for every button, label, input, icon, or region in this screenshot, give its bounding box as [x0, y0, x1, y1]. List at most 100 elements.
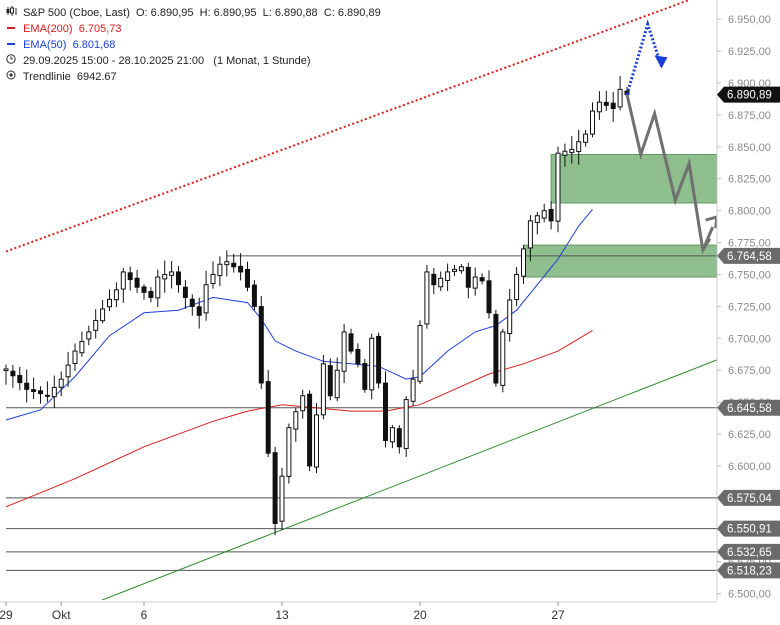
chart-legend: S&P 500 (Cboe, Last) O: 6.890,95 H: 6.89… [6, 5, 381, 85]
y-tick-label: 6.800,00 [728, 206, 771, 218]
level-label-0: 6.764,58 [727, 251, 772, 263]
candles-icon [6, 5, 20, 21]
candle-body [541, 210, 547, 219]
legend-trend-label: Trendlinie [22, 71, 71, 83]
candle-body [17, 374, 23, 384]
candle-body [445, 271, 451, 281]
candle-body [120, 271, 126, 290]
projection-grey-arrowhead [705, 215, 717, 229]
candle-body [217, 263, 223, 277]
candle-body [24, 382, 30, 390]
candle-body [355, 348, 361, 365]
target-icon [6, 69, 20, 85]
candle-body [431, 273, 437, 286]
level-label-5: 6.518,23 [727, 565, 772, 577]
candle-body [72, 350, 78, 364]
ema50-line [5, 209, 593, 421]
candle-body [176, 271, 181, 286]
x-tick-label: 29 [0, 608, 13, 622]
candle-body [548, 208, 554, 222]
y-tick-label: 6.600,00 [728, 461, 771, 473]
candle-body [224, 261, 230, 266]
candle-body [65, 364, 71, 378]
candle-body [93, 319, 99, 331]
level-label-1: 6.645,58 [727, 403, 772, 415]
candle-body [58, 378, 64, 388]
legend-ema50-row: EMA(50) 6.801,68 [6, 37, 381, 53]
x-tick-label: Okt [52, 608, 71, 622]
candle-body [348, 333, 354, 352]
level-label-4: 6.532,65 [727, 547, 772, 559]
candle-body [562, 150, 568, 156]
candle-body [203, 284, 209, 314]
red-line-icon [6, 21, 20, 37]
level-label-3: 6.550,91 [727, 524, 772, 536]
candle-body [438, 277, 444, 288]
legend-ema200-row: EMA(200) 6.705,73 [6, 21, 381, 37]
lower-trendline [100, 359, 717, 600]
y-tick-label: 6.750,00 [728, 269, 771, 281]
y-tick-label: 6.775,00 [728, 238, 771, 250]
candle-body [300, 395, 306, 412]
legend-range: 29.09.2025 15:00 - 28.10.2025 21:00 [23, 55, 205, 67]
y-tick-label: 6.625,00 [728, 429, 771, 441]
legend-high: H: 6.890,95 [199, 7, 257, 19]
candle-body [245, 268, 250, 288]
legend-symbol-row: S&P 500 (Cboe, Last) O: 6.890,95 H: 6.89… [6, 5, 381, 21]
level-label-2: 6.575,04 [727, 493, 772, 505]
candle-body [424, 271, 430, 325]
y-tick-label: 6.700,00 [728, 333, 771, 345]
candle-body [521, 248, 526, 277]
candle-body [182, 286, 188, 298]
candle-body [555, 152, 561, 222]
candle-body [196, 306, 202, 316]
candle-body [576, 141, 582, 152]
candle-body [334, 369, 340, 399]
candle-body [341, 331, 347, 372]
candle-body [231, 262, 237, 268]
candle-body [31, 389, 37, 392]
candle-body [583, 133, 589, 143]
legend-ema50-label: EMA(50) [23, 39, 67, 51]
x-tick-label: 6 [141, 608, 148, 622]
level-label-2-bg [717, 489, 780, 506]
clock-icon [6, 53, 20, 69]
x-tick-label: 13 [275, 608, 289, 622]
blue-line-icon [6, 37, 20, 53]
candle-body [403, 399, 409, 449]
legend-ema200-value: 6.705,73 [78, 23, 122, 35]
candle-body [452, 268, 457, 272]
legend-ema200-label: EMA(200) [23, 23, 73, 35]
candle-body [155, 276, 161, 299]
candle-body [134, 277, 140, 288]
candle-body [51, 386, 57, 398]
candle-body [38, 390, 43, 395]
legend-ema50-value: 6.801,68 [72, 39, 116, 51]
candle-body [534, 215, 540, 223]
projection-path-blue [625, 19, 663, 95]
level-label-4-bg [717, 543, 780, 560]
level-label-3-bg [717, 520, 780, 537]
level-label-0-bg [717, 247, 780, 264]
candle-body [258, 306, 264, 384]
y-tick-label: 6.675,00 [728, 365, 771, 377]
candle-body [410, 378, 416, 402]
candle-body [493, 313, 499, 384]
candle-body [3, 368, 9, 372]
candle-body [141, 286, 147, 293]
x-tick-label: 20 [413, 608, 427, 622]
legend-interval: (1 Monat, 1 Stunde) [213, 55, 311, 67]
candle-body [590, 110, 595, 135]
legend-low: L: 6.890,88 [262, 7, 318, 19]
candle-body [527, 220, 533, 249]
candle-body [603, 101, 609, 106]
candle-body [507, 299, 513, 334]
candle-body [169, 271, 175, 276]
level-label-5-bg [717, 562, 780, 579]
support-zone-0 [523, 244, 717, 278]
candle-body [514, 273, 520, 301]
candle-body [327, 365, 333, 397]
candle-body [286, 427, 292, 477]
candle-body [79, 340, 85, 354]
